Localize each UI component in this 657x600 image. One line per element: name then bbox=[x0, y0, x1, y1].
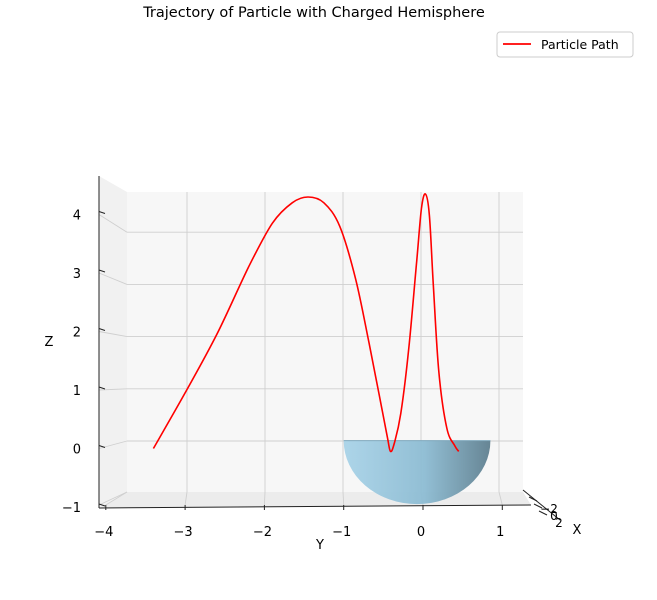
floor-grid-line bbox=[342, 491, 345, 506]
legend: Particle Path bbox=[496, 31, 634, 58]
z-tick bbox=[98, 386, 106, 390]
y-axis-label: Y bbox=[315, 538, 324, 553]
z-tick-label: 3 bbox=[73, 267, 81, 282]
z-tick bbox=[98, 328, 106, 331]
floor-grid-line bbox=[184, 491, 188, 506]
charged-hemisphere-surface bbox=[343, 440, 491, 505]
z-tick bbox=[98, 503, 106, 507]
z-tick bbox=[98, 269, 106, 273]
side-grid-line bbox=[98, 272, 128, 285]
y-tick-label: −2 bbox=[253, 525, 272, 540]
floor-grid-line bbox=[105, 491, 128, 506]
z-tick-label: −1 bbox=[62, 501, 81, 516]
z-axis-label: Z bbox=[45, 335, 54, 350]
y-tick-label: −3 bbox=[174, 525, 193, 540]
x-tick bbox=[533, 503, 543, 509]
side-grid-line bbox=[98, 388, 128, 391]
y-tick-label: 0 bbox=[417, 525, 425, 540]
side-grid-line bbox=[98, 214, 128, 233]
x-tick bbox=[528, 496, 538, 502]
legend-box bbox=[496, 31, 634, 58]
floor-grid-line bbox=[263, 491, 266, 506]
y-tick-label: 1 bbox=[496, 525, 504, 540]
y-tick-label: −4 bbox=[94, 525, 113, 540]
legend-label-particle-path: Particle Path bbox=[541, 37, 619, 52]
x-tick-label: 2 bbox=[555, 516, 563, 530]
z-tick bbox=[98, 445, 106, 448]
chart-title: Trajectory of Particle with Charged Hemi… bbox=[142, 5, 485, 21]
z-tick-label: 0 bbox=[73, 443, 81, 458]
particle-path-line bbox=[152, 193, 460, 453]
x-axis-label: X bbox=[573, 523, 582, 538]
z-tick bbox=[98, 211, 106, 214]
y-tick-label: −1 bbox=[332, 525, 351, 540]
z-tick-label: 4 bbox=[73, 209, 81, 224]
x-axis-line bbox=[522, 489, 561, 521]
left-pane bbox=[99, 176, 127, 508]
side-grid-line bbox=[98, 331, 128, 338]
side-grid-line bbox=[98, 491, 128, 506]
y-axis-line bbox=[98, 504, 532, 509]
floor-grid-line bbox=[498, 491, 503, 506]
z-tick-label: 1 bbox=[73, 384, 81, 399]
x-tick bbox=[538, 510, 548, 516]
z-tick-label: 2 bbox=[73, 326, 81, 341]
x-tick-label: 0 bbox=[550, 509, 558, 523]
x-tick-label: −2 bbox=[540, 502, 558, 516]
